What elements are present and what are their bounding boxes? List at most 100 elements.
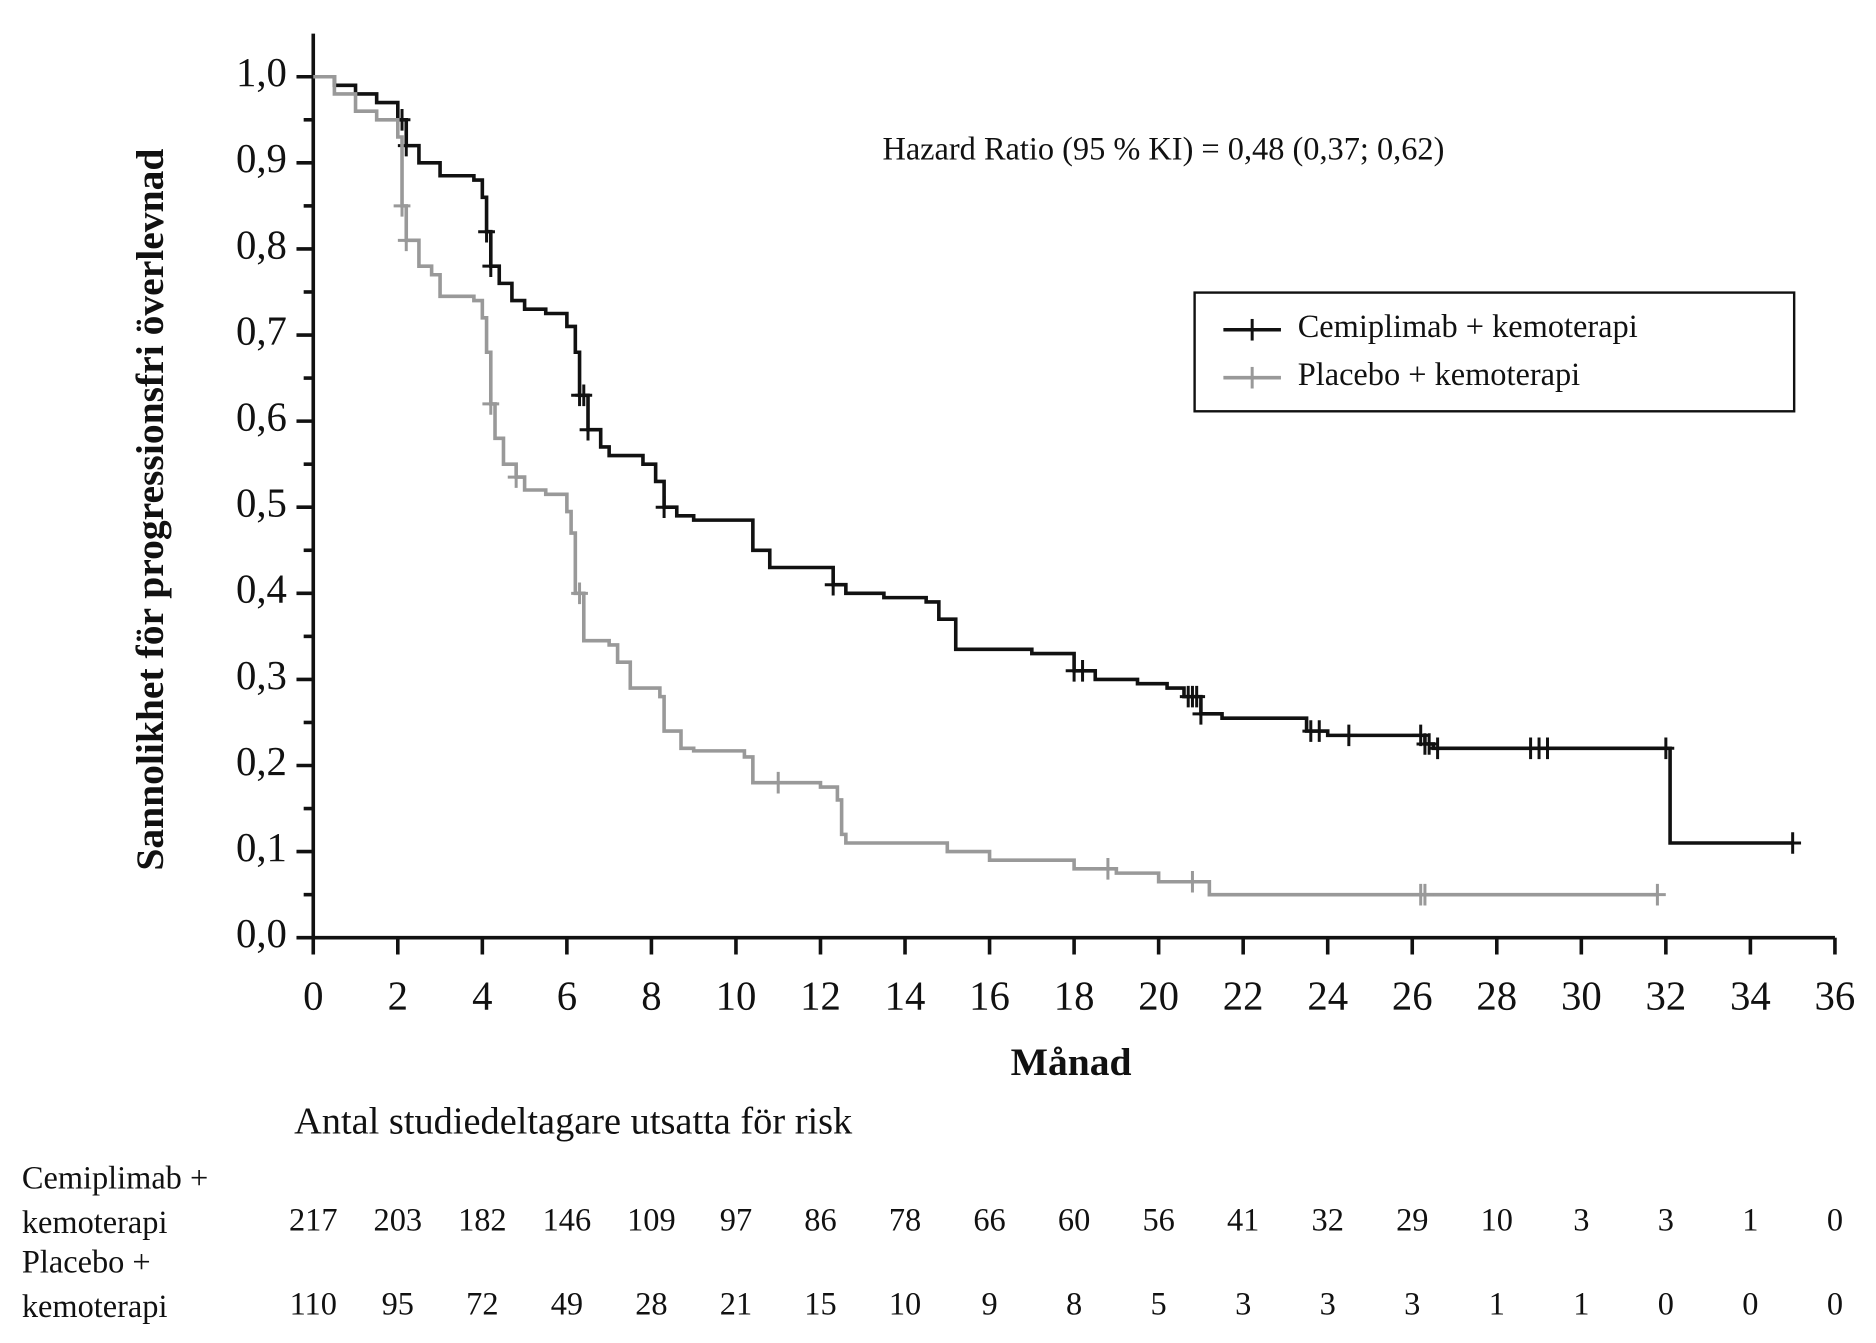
censor-mark	[1784, 832, 1802, 854]
risk-value: 0	[1658, 1286, 1674, 1322]
risk-value: 60	[1058, 1203, 1090, 1239]
x-tick-label: 4	[472, 973, 492, 1018]
y-tick-label: 0,3	[236, 653, 287, 698]
censor-mark	[397, 229, 415, 252]
censor-mark	[579, 418, 597, 441]
risk-value: 110	[290, 1286, 337, 1322]
risk-value: 0	[1827, 1286, 1843, 1322]
x-tick-label: 8	[641, 973, 661, 1018]
risk-value: 109	[627, 1203, 676, 1239]
risk-value: 78	[889, 1203, 921, 1239]
censor-mark	[507, 466, 525, 488]
x-tick-label: 34	[1730, 973, 1771, 1018]
risk-value: 1	[1742, 1203, 1758, 1239]
censor-mark	[1649, 883, 1666, 906]
x-tick-label: 26	[1392, 973, 1433, 1018]
censor-mark	[1340, 724, 1358, 747]
x-tick-label: 10	[716, 973, 757, 1018]
risk-row-label: Cemiplimab +	[22, 1161, 208, 1197]
risk-table-title: Antal studiedeltagare utsatta för risk	[294, 1101, 853, 1143]
censor-mark	[575, 384, 593, 407]
risk-value: 1	[1489, 1286, 1505, 1322]
risk-value: 182	[458, 1203, 507, 1239]
risk-value: 3	[1658, 1203, 1674, 1239]
x-tick-label: 12	[800, 973, 841, 1018]
risk-value: 217	[289, 1203, 338, 1239]
risk-value: 49	[551, 1286, 583, 1322]
censor-mark	[1074, 660, 1091, 682]
y-tick-label: 0,0	[236, 911, 287, 956]
censor-mark	[1416, 883, 1434, 906]
censor-mark	[482, 255, 500, 277]
risk-value: 29	[1396, 1203, 1428, 1239]
risk-row-label: Placebo +	[22, 1244, 151, 1280]
censor-mark	[1420, 733, 1438, 755]
risk-row-label: kemoterapi	[22, 1205, 168, 1241]
x-tick-label: 0	[303, 973, 323, 1018]
y-tick-label: 0,5	[236, 481, 287, 526]
censor-mark	[478, 220, 495, 243]
censor-mark	[393, 195, 411, 217]
legend-box	[1193, 291, 1796, 413]
x-axis-title: Månad	[1011, 1040, 1132, 1084]
risk-value: 32	[1312, 1203, 1344, 1239]
risk-value: 146	[543, 1203, 592, 1239]
y-tick-label: 0,8	[236, 222, 287, 267]
legend-label: Placebo + kemoterapi	[1298, 357, 1580, 393]
risk-value: 86	[804, 1203, 836, 1239]
censor-mark	[1429, 737, 1447, 760]
risk-value: 5	[1151, 1286, 1167, 1322]
censor-mark	[1188, 685, 1206, 708]
risk-row-label: kemoterapi	[22, 1289, 168, 1325]
censor-mark	[482, 393, 500, 415]
x-tick-label: 20	[1138, 973, 1179, 1018]
x-tick-label: 2	[388, 973, 408, 1018]
risk-value: 97	[720, 1203, 752, 1239]
legend-label: Cemiplimab + kemoterapi	[1298, 309, 1638, 345]
y-tick-label: 0,9	[236, 136, 287, 181]
y-tick-label: 0,7	[236, 308, 287, 353]
x-tick-label: 28	[1476, 973, 1517, 1018]
x-tick-label: 32	[1645, 973, 1686, 1018]
y-tick-label: 0,4	[236, 567, 287, 612]
risk-value: 10	[1481, 1203, 1513, 1239]
risk-value: 3	[1404, 1286, 1420, 1322]
y-tick-label: 0,6	[236, 394, 287, 439]
risk-value: 15	[804, 1286, 836, 1322]
censor-mark	[1310, 720, 1328, 742]
risk-value: 41	[1227, 1203, 1259, 1239]
censor-mark	[571, 582, 588, 605]
risk-value: 9	[981, 1286, 997, 1322]
risk-value: 3	[1320, 1286, 1336, 1322]
censor-mark	[1657, 737, 1675, 760]
risk-value: 3	[1573, 1203, 1589, 1239]
x-tick-label: 22	[1223, 973, 1264, 1018]
risk-value: 28	[635, 1286, 667, 1322]
risk-value: 1	[1573, 1286, 1589, 1322]
risk-value: 21	[720, 1286, 752, 1322]
risk-value: 72	[466, 1286, 498, 1322]
x-tick-label: 24	[1307, 973, 1348, 1018]
x-tick-label: 6	[557, 973, 577, 1018]
risk-value: 66	[973, 1203, 1005, 1239]
x-tick-label: 16	[969, 973, 1010, 1018]
censor-mark	[1539, 737, 1556, 760]
y-tick-label: 0,1	[236, 825, 287, 870]
y-tick-label: 1,0	[236, 50, 287, 95]
x-tick-label: 18	[1054, 973, 1095, 1018]
censor-mark	[655, 496, 673, 519]
risk-value: 203	[374, 1203, 423, 1239]
risk-value: 10	[889, 1286, 921, 1322]
censor-mark	[1099, 858, 1117, 880]
risk-value: 0	[1742, 1286, 1758, 1322]
x-tick-label: 30	[1561, 973, 1602, 1018]
risk-value: 56	[1142, 1203, 1174, 1239]
censor-mark	[1192, 703, 1210, 725]
y-axis-title: Sannolikhet för progressionsfri överlevn…	[128, 149, 172, 871]
censor-mark	[824, 573, 842, 596]
risk-value: 3	[1235, 1286, 1251, 1322]
risk-value: 0	[1827, 1203, 1843, 1239]
annotation: Hazard Ratio (95 % KI) = 0,48 (0,37; 0,6…	[882, 132, 1444, 168]
x-tick-label: 14	[885, 973, 926, 1018]
